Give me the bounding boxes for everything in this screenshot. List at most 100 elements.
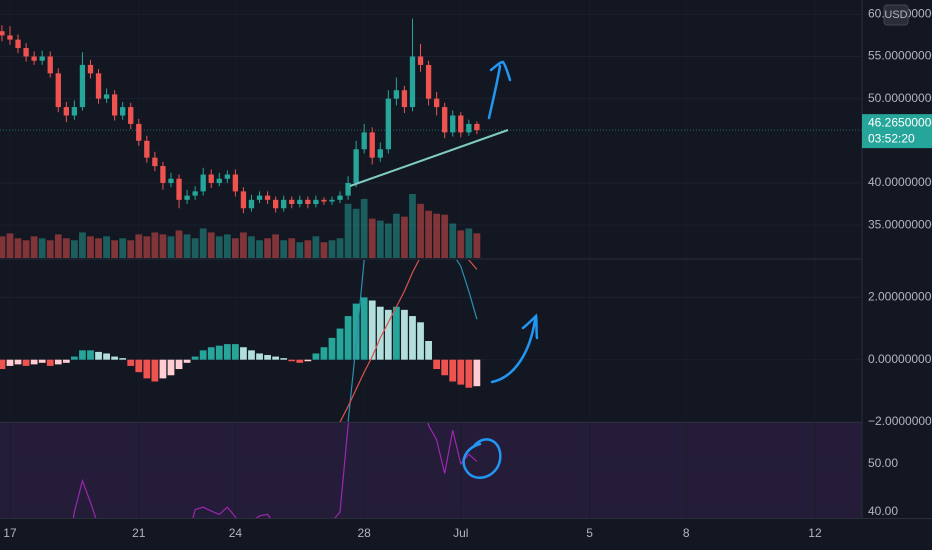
candle-body (103, 94, 110, 99)
pane (0, 18, 481, 258)
histogram-bar (409, 316, 416, 360)
y-tick-label: 50.00000000 (868, 91, 932, 105)
volume-bar (183, 234, 191, 258)
histogram-bar (360, 297, 368, 360)
histogram-bar (151, 359, 159, 382)
histogram-bar (191, 356, 199, 360)
volume-bar (304, 240, 312, 258)
candle-body (79, 64, 86, 108)
histogram-bar (449, 359, 457, 382)
candle-body (200, 174, 206, 192)
candle-body (321, 199, 327, 202)
candle-body (281, 199, 287, 209)
histogram-bar (280, 358, 288, 360)
arrow-drawing (487, 60, 512, 120)
histogram-bar (135, 359, 143, 373)
volume-bar (151, 232, 159, 258)
volume-bar (376, 220, 384, 258)
candle-body (168, 178, 174, 183)
candle-body (31, 56, 37, 61)
candle-body (289, 199, 295, 205)
histogram-bar (401, 309, 408, 360)
histogram-bar (312, 353, 320, 360)
histogram-bar (352, 303, 360, 360)
histogram-bar (215, 345, 223, 360)
volume-bar (38, 238, 46, 258)
volume-bar (0, 236, 6, 258)
volume-bar (191, 238, 199, 258)
volume-bar (103, 236, 110, 258)
x-tick-label: 24 (229, 526, 243, 540)
histogram-bar (143, 359, 151, 379)
arrow-drawing (490, 313, 539, 384)
histogram-bar (288, 359, 296, 362)
volume-bar (360, 198, 368, 258)
histogram-bar (167, 359, 175, 376)
volume-bar (175, 230, 183, 258)
currency-badge (883, 4, 909, 26)
volume-bar (30, 236, 38, 258)
candle-body (55, 73, 61, 108)
histogram-bar (199, 350, 207, 360)
indicator-band (0, 423, 862, 518)
volume-bar (207, 232, 215, 258)
pane (0, 260, 481, 422)
currency-label: USD (884, 9, 907, 21)
histogram-bar (38, 359, 46, 363)
volume-bar (71, 240, 78, 258)
candle-body (160, 166, 166, 183)
candle-body (144, 140, 150, 158)
histogram-bar (207, 347, 215, 360)
volume-bar (352, 208, 360, 258)
candle-body (192, 191, 198, 196)
volume-bar (312, 236, 320, 258)
x-tick-label: 28 (358, 526, 372, 540)
drawings (349, 60, 539, 479)
volume-bar (127, 240, 135, 258)
candle-body (458, 115, 464, 133)
histogram-bar (384, 309, 392, 360)
y-tick-label: 40.00000000 (868, 175, 932, 189)
volume-bar (22, 240, 30, 258)
volume-bar (457, 230, 465, 258)
volume-bar (119, 238, 127, 258)
histogram-bar (433, 359, 441, 370)
y-tick-label: 50.00 (868, 456, 898, 470)
histogram-bar (232, 344, 239, 360)
volume-bar (248, 236, 255, 258)
histogram-bar (71, 356, 78, 360)
candle-body (111, 94, 118, 116)
histogram-bar (119, 358, 127, 360)
histogram-bar (417, 322, 424, 360)
volume-bar (344, 203, 352, 258)
histogram-bar (46, 359, 54, 366)
volume-bar (368, 218, 376, 258)
histogram-bar (111, 356, 119, 360)
volume-bar (62, 238, 70, 258)
histogram-bar (473, 359, 481, 387)
volume-bar (384, 223, 392, 258)
candle-body (128, 107, 134, 124)
histogram-bar (328, 337, 336, 360)
candle-body (401, 90, 408, 108)
candle-body (264, 195, 271, 200)
histogram-bar (0, 359, 6, 370)
volume-bar (433, 213, 441, 258)
histogram-bar (320, 347, 328, 360)
time-axis-bg (0, 519, 932, 550)
histogram-bar (30, 359, 38, 365)
candle-body (224, 174, 230, 179)
volume-bar (425, 210, 432, 258)
volume-bar (465, 228, 473, 258)
candle-body (433, 98, 440, 108)
candle-body (120, 107, 126, 116)
volume-bar (240, 232, 247, 258)
volume-bar (135, 234, 143, 258)
y-tick-label: 2.00000000 (868, 290, 932, 304)
histogram-bar (54, 359, 62, 365)
volume-bar (199, 228, 207, 258)
volume-bar (256, 240, 263, 258)
candle-body (0, 31, 5, 36)
candle-body (337, 195, 343, 200)
